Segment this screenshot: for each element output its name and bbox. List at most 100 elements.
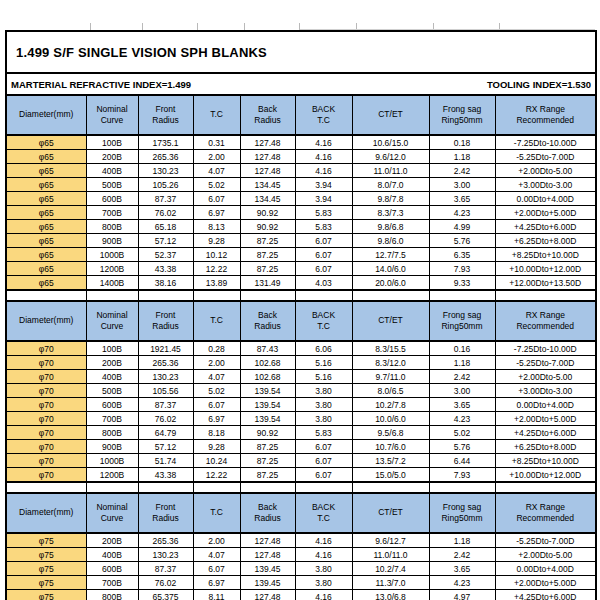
data-cell: 700B xyxy=(86,576,138,590)
spacer-cell xyxy=(295,290,352,301)
data-cell: 11.0/11.0 xyxy=(352,548,429,562)
table-row: φ651400B38.1613.89131.494.0320.0/6.09.33… xyxy=(6,276,596,291)
data-cell: 87.25 xyxy=(240,440,295,454)
data-cell: 5.16 xyxy=(295,356,352,370)
data-cell: 3.00 xyxy=(429,178,495,192)
data-cell: 57.12 xyxy=(138,440,193,454)
data-cell: 1921.45 xyxy=(138,341,193,356)
header-cell-4: Back Radius xyxy=(240,301,295,341)
spacer-cell xyxy=(6,290,86,301)
data-cell: +2.00Dto+5.00D xyxy=(495,576,596,590)
data-cell: 11.3/7.0 xyxy=(352,576,429,590)
data-cell: 139.45 xyxy=(240,562,295,576)
header-cell-0: Diameter(mm) xyxy=(6,301,86,341)
data-cell: 14.0/6.0 xyxy=(352,262,429,276)
spacer-cell xyxy=(352,290,429,301)
data-cell: 6.07 xyxy=(295,468,352,483)
gridline-tick xyxy=(142,23,143,30)
data-cell: +4.25Dto+6.00D xyxy=(495,220,596,234)
data-cell: 1.18 xyxy=(429,356,495,370)
data-cell: 6.07 xyxy=(295,262,352,276)
table-row: φ75400B130.234.07127.484.1611.0/11.02.42… xyxy=(6,548,596,562)
data-cell: 2.42 xyxy=(429,548,495,562)
data-cell: 7.93 xyxy=(429,262,495,276)
data-cell: 65.18 xyxy=(138,220,193,234)
data-cell: 127.48 xyxy=(240,548,295,562)
spacer-cell xyxy=(193,290,240,301)
data-cell: 400B xyxy=(86,164,138,178)
header-cell-7: Frong sag Ring50mm xyxy=(429,493,495,533)
data-cell: +2.00Dto+5.00D xyxy=(495,206,596,220)
spacer-cell xyxy=(240,482,295,493)
data-cell: 6.97 xyxy=(193,206,240,220)
data-cell: 2.00 xyxy=(193,533,240,548)
data-cell: 13.5/7.2 xyxy=(352,454,429,468)
table-row: φ75700B76.026.97139.453.8011.3/7.04.23+2… xyxy=(6,576,596,590)
spacer-cell xyxy=(138,482,193,493)
header-cell-1: Nominal Curve xyxy=(86,95,138,135)
data-cell: +2.00Dto-5.00 xyxy=(495,164,596,178)
data-cell: 5.02 xyxy=(193,384,240,398)
data-cell: 6.06 xyxy=(295,341,352,356)
spacer-cell xyxy=(86,482,138,493)
data-cell: +4.25Dto+6.00D xyxy=(495,590,596,600)
data-cell: 600B xyxy=(86,398,138,412)
data-cell: 5.02 xyxy=(429,426,495,440)
data-cell: 4.16 xyxy=(295,548,352,562)
diameter-cell: φ70 xyxy=(6,412,86,426)
data-cell: 38.16 xyxy=(138,276,193,291)
header-cell-8: RX Range Recommended xyxy=(495,493,596,533)
data-cell: +6.25Dto+8.00D xyxy=(495,440,596,454)
data-cell: +8.25Dto+10.00D xyxy=(495,454,596,468)
table-row: φ651200B43.3812.2287.256.0714.0/6.07.93+… xyxy=(6,262,596,276)
data-cell: 4.99 xyxy=(429,220,495,234)
data-cell: 4.07 xyxy=(193,548,240,562)
data-cell: 12.22 xyxy=(193,262,240,276)
data-cell: 87.25 xyxy=(240,262,295,276)
data-cell: 9.5/6.8 xyxy=(352,426,429,440)
data-cell: +12.00Dto+13.50D xyxy=(495,276,596,291)
data-cell: 265.36 xyxy=(138,150,193,164)
data-cell: 1000B xyxy=(86,248,138,262)
data-cell: 700B xyxy=(86,412,138,426)
data-cell: 10.24 xyxy=(193,454,240,468)
data-cell: 6.97 xyxy=(193,576,240,590)
table-row: φ70900B57.129.2887.256.0710.7/6.05.76+6.… xyxy=(6,440,596,454)
data-cell: 6.07 xyxy=(295,440,352,454)
data-cell: 5.76 xyxy=(429,440,495,454)
data-cell: 10.7/6.0 xyxy=(352,440,429,454)
spacer-cell xyxy=(240,290,295,301)
table-row: φ70700B76.026.97139.543.8010.0/6.04.23+2… xyxy=(6,412,596,426)
data-cell: -5.25Dto-7.00D xyxy=(495,150,596,164)
data-cell: -7.25Dto-10.00D xyxy=(495,135,596,150)
data-cell: 0.00Dto+4.00D xyxy=(495,192,596,206)
column-header-row: Diameter(mm)Nominal CurveFront RadiusT.C… xyxy=(6,493,596,533)
data-cell: 4.23 xyxy=(429,576,495,590)
spacer-cell xyxy=(495,290,596,301)
data-cell: 8.3/15.5 xyxy=(352,341,429,356)
data-cell: 4.07 xyxy=(193,370,240,384)
diameter-cell: φ70 xyxy=(6,398,86,412)
data-cell: 90.92 xyxy=(240,206,295,220)
header-cell-5: BACK T.C xyxy=(295,95,352,135)
data-cell: 87.37 xyxy=(138,562,193,576)
data-cell: 6.97 xyxy=(193,412,240,426)
data-cell: 139.54 xyxy=(240,398,295,412)
data-cell: 127.48 xyxy=(240,164,295,178)
data-cell: 9.33 xyxy=(429,276,495,291)
diameter-cell: φ65 xyxy=(6,220,86,234)
diameter-cell: φ65 xyxy=(6,234,86,248)
data-cell: 0.00Dto+4.00D xyxy=(495,562,596,576)
diameter-cell: φ70 xyxy=(6,370,86,384)
gridline-tick xyxy=(90,23,91,30)
data-cell: 800B xyxy=(86,590,138,600)
spacer-cell xyxy=(352,482,429,493)
data-cell: 600B xyxy=(86,562,138,576)
data-cell: +3.00Dto-3.00 xyxy=(495,178,596,192)
data-cell: 265.36 xyxy=(138,356,193,370)
spec-sheet: 1.499 S/F SINGLE VISION SPH BLANKS MARTE… xyxy=(5,30,595,600)
data-cell: 105.56 xyxy=(138,384,193,398)
header-cell-3: T.C xyxy=(193,493,240,533)
data-cell: 20.0/6.0 xyxy=(352,276,429,291)
data-cell: 5.83 xyxy=(295,206,352,220)
